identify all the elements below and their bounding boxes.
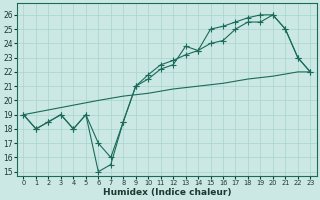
X-axis label: Humidex (Indice chaleur): Humidex (Indice chaleur) [103,188,231,197]
